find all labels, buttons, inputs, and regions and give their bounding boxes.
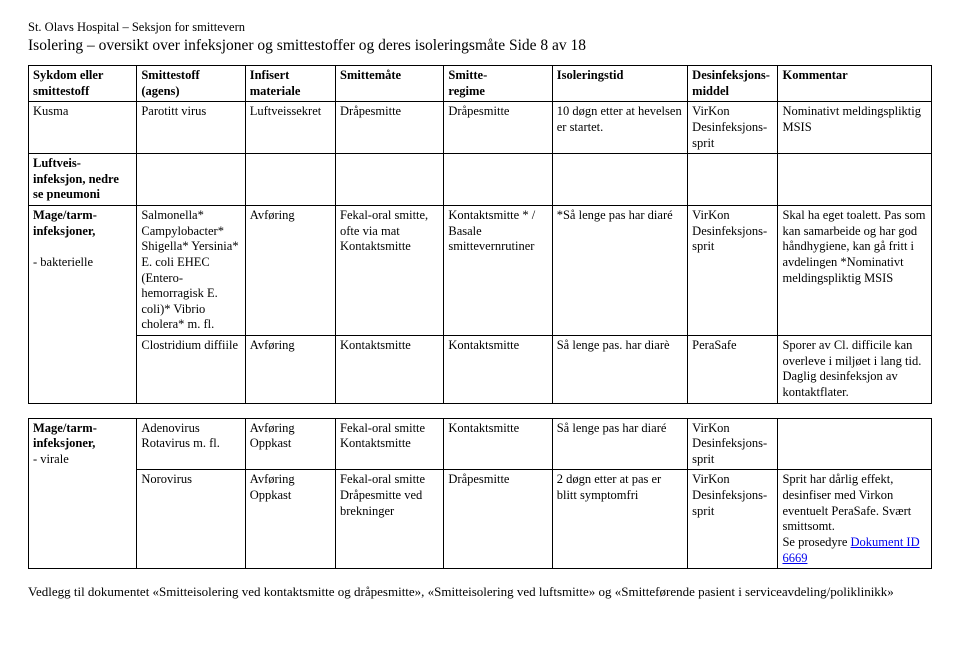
table-header-row: Sykdom ellersmittestoff Smittestoff(agen… <box>29 66 932 102</box>
col-regime: Smitte-regime <box>444 66 552 102</box>
cell-agens: Clostridium diffiile <box>137 336 245 404</box>
cell-agens: Parotitt virus <box>137 102 245 154</box>
col-kommentar: Kommentar <box>778 66 932 102</box>
cell-tid: Så lenge pas. har diarè <box>552 336 687 404</box>
cell-regime: Dråpesmitte <box>444 102 552 154</box>
cell-regime: Kontaktsmitte <box>444 336 552 404</box>
footer-text: Vedlegg til dokumentet «Smitteisolering … <box>28 583 932 601</box>
cell-middel: VirKon Desinfeksjons-sprit <box>688 102 778 154</box>
cell-mate: Kontaktsmitte <box>336 336 444 404</box>
cell-mate: Fekal-oral smitte Dråpesmitte ved brekni… <box>336 470 444 569</box>
cell-tid: 2 døgn etter at pas er blitt symptomfri <box>552 470 687 569</box>
cell-agens: Norovirus <box>137 470 245 569</box>
cell-mate: Dråpesmitte <box>336 102 444 154</box>
col-middel: Desinfeksjons-middel <box>688 66 778 102</box>
cell-mate <box>336 154 444 206</box>
col-smittemate: Smittemåte <box>336 66 444 102</box>
cell-regime: Dråpesmitte <box>444 470 552 569</box>
cell-agens: Adenovirus Rotavirus m. fl. <box>137 418 245 470</box>
table-row: Luftveis-infeksjon, nedre se pneumoni <box>29 154 932 206</box>
table-row: Kusma Parotitt virus Luftveissekret Dråp… <box>29 102 932 154</box>
isolation-table-1: Sykdom ellersmittestoff Smittestoff(agen… <box>28 65 932 404</box>
cell-mate: Fekal-oral smitte, ofte via mat Kontakts… <box>336 206 444 336</box>
cell-kommentar: Sprit har dårlig effekt, desinfiser med … <box>778 470 932 569</box>
cell-middel: VirKon Desinfeksjons-sprit <box>688 470 778 569</box>
cell-tid: Så lenge pas har diaré <box>552 418 687 470</box>
cell-materiale <box>245 154 335 206</box>
table-row: Mage/tarm-infeksjoner, - virale Adenovir… <box>29 418 932 470</box>
cell-kommentar: Sporer av Cl. difficile kan overleve i m… <box>778 336 932 404</box>
cell-middel: VirKon Desinfeksjons-sprit <box>688 418 778 470</box>
cell-regime: Kontaktsmitte <box>444 418 552 470</box>
table-row: Mage/tarm-infeksjoner, - bakterielle Sal… <box>29 206 932 336</box>
isolation-table-2: Mage/tarm-infeksjoner, - virale Adenovir… <box>28 418 932 570</box>
cell-middel: VirKon Desinfeksjons-sprit <box>688 206 778 336</box>
cell-regime <box>444 154 552 206</box>
cell-kommentar <box>778 418 932 470</box>
cell-mate: Fekal-oral smitte Kontaktsmitte <box>336 418 444 470</box>
col-isoleringstid: Isoleringstid <box>552 66 687 102</box>
cell-kommentar: Skal ha eget toalett. Pas som kan samarb… <box>778 206 932 336</box>
cell-materiale: Avføring Oppkast <box>245 470 335 569</box>
cell-tid: 10 døgn etter at hevelsen er startet. <box>552 102 687 154</box>
cell-agens <box>137 154 245 206</box>
cell-tid <box>552 154 687 206</box>
cell-sykdom: Kusma <box>29 102 137 154</box>
cell-materiale: Luftveissekret <box>245 102 335 154</box>
col-materiale: Infisertmateriale <box>245 66 335 102</box>
col-sykdom: Sykdom ellersmittestoff <box>29 66 137 102</box>
cell-regime: Kontaktsmitte * / Basale smittevernrutin… <box>444 206 552 336</box>
cell-agens: Salmonella* Campylobacter* Shigella* Yer… <box>137 206 245 336</box>
cell-middel: PeraSafe <box>688 336 778 404</box>
col-agens: Smittestoff(agens) <box>137 66 245 102</box>
header-org: St. Olavs Hospital – Seksjon for smittev… <box>28 20 932 35</box>
cell-materiale: Avføring <box>245 206 335 336</box>
cell-materiale: Avføring Oppkast <box>245 418 335 470</box>
cell-sykdom: Luftveis-infeksjon, nedre se pneumoni <box>29 154 137 206</box>
cell-tid: *Så lenge pas har diaré <box>552 206 687 336</box>
cell-sykdom: Mage/tarm-infeksjoner, - virale <box>29 418 137 569</box>
cell-materiale: Avføring <box>245 336 335 404</box>
cell-kommentar: Nominativt meldingspliktig MSIS <box>778 102 932 154</box>
table-row: Clostridium diffiile Avføring Kontaktsmi… <box>29 336 932 404</box>
cell-kommentar <box>778 154 932 206</box>
cell-sykdom: Mage/tarm-infeksjoner, - bakterielle <box>29 206 137 404</box>
table-row: Norovirus Avføring Oppkast Fekal-oral sm… <box>29 470 932 569</box>
header-title: Isolering – oversikt over infeksjoner og… <box>28 37 932 55</box>
cell-middel <box>688 154 778 206</box>
